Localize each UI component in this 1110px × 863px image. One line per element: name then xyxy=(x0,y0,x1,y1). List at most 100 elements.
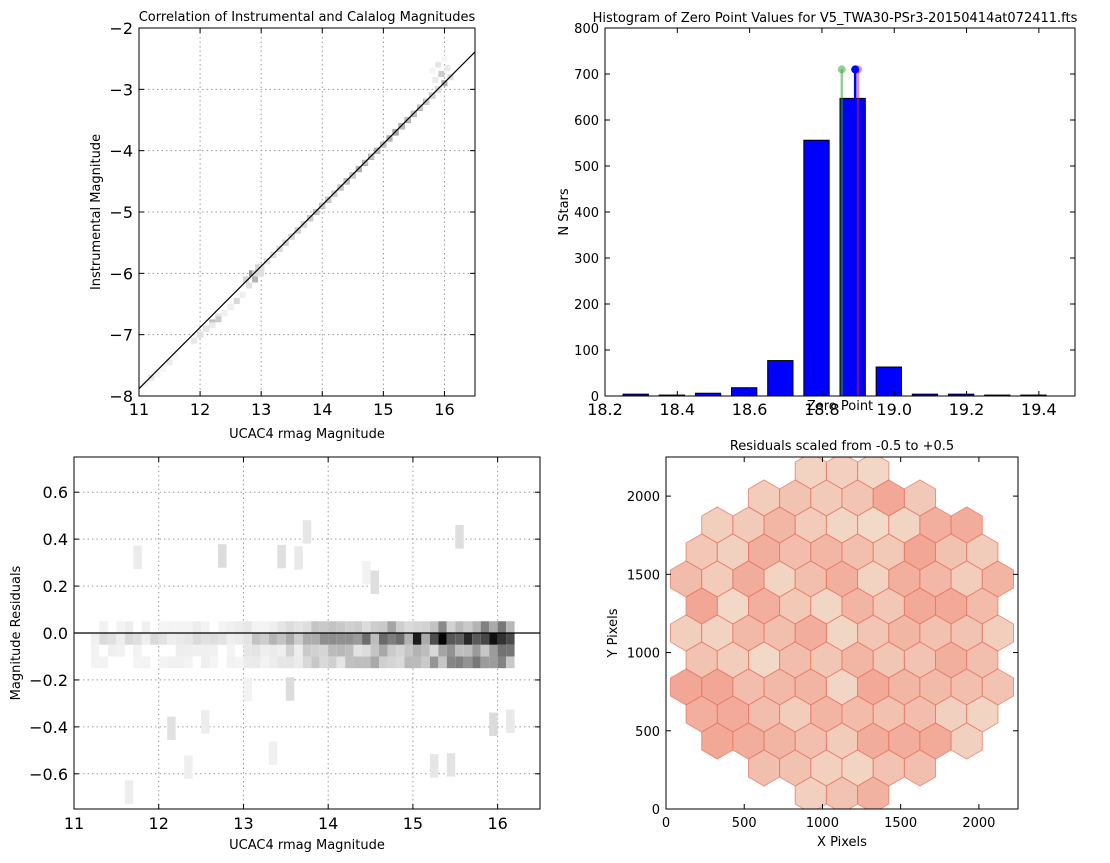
density-cell xyxy=(472,656,481,669)
density-cell xyxy=(99,656,108,669)
density-cell xyxy=(497,656,507,669)
histogram-xlabel: Zero Point xyxy=(807,399,873,414)
density-cell xyxy=(172,353,179,360)
density-cell xyxy=(319,202,326,209)
density-cell xyxy=(313,208,320,215)
correlation-xlabel: UCAC4 rmag Magnitude xyxy=(229,427,385,442)
density-cell xyxy=(227,303,234,310)
density-cell xyxy=(429,633,439,645)
correlation-title: Correlation of Instrumental and Calalog … xyxy=(139,10,476,25)
y-tick-label: 600 xyxy=(574,114,599,129)
histogram-bar xyxy=(875,366,902,397)
density-cell xyxy=(353,656,363,669)
density-cell xyxy=(268,741,278,765)
y-tick-label: −0.6 xyxy=(29,765,68,784)
density-cell xyxy=(311,644,320,657)
density-cell xyxy=(489,621,498,633)
density-cell xyxy=(150,633,159,645)
density-cell xyxy=(463,633,473,645)
density-cell xyxy=(116,644,125,657)
density-cell xyxy=(175,644,185,657)
density-cell xyxy=(362,644,371,657)
density-cell xyxy=(251,656,261,669)
density-cell xyxy=(124,780,134,804)
y-tick-label: −2 xyxy=(109,19,133,38)
density-cell xyxy=(233,297,240,304)
density-cell xyxy=(260,656,269,669)
density-cell xyxy=(506,656,515,669)
density-cell xyxy=(387,644,396,657)
density-cell xyxy=(258,270,265,277)
density-cell xyxy=(370,621,380,633)
density-cell xyxy=(353,621,363,633)
density-cell xyxy=(99,621,108,633)
density-cell xyxy=(370,570,380,594)
density-cell xyxy=(268,644,278,657)
density-cell xyxy=(133,545,142,569)
density-cell xyxy=(506,644,515,657)
density-cell xyxy=(302,656,312,669)
y-tick-label: 500 xyxy=(574,160,599,175)
y-tick-label: 0 xyxy=(591,390,599,405)
density-cell xyxy=(497,633,507,645)
correlation-ylabel: Instrumental Magnitude xyxy=(89,134,104,290)
density-cell xyxy=(336,633,346,645)
density-cell xyxy=(201,656,210,669)
density-cell xyxy=(221,310,228,317)
density-cell xyxy=(234,621,244,633)
density-cell xyxy=(497,644,507,657)
density-cell xyxy=(421,633,430,645)
density-cell xyxy=(370,644,380,657)
x-tick-label: 15 xyxy=(373,400,393,419)
density-cell xyxy=(282,239,289,246)
x-tick-label: 18.8 xyxy=(804,400,840,419)
histogram-bar xyxy=(767,360,794,397)
density-cell xyxy=(302,633,312,645)
density-cell xyxy=(215,316,222,323)
density-cell xyxy=(441,55,448,62)
density-cell xyxy=(288,233,295,240)
density-cell xyxy=(90,633,100,645)
density-cell xyxy=(158,633,168,645)
density-cell xyxy=(268,621,278,633)
x-tick-label: 1000 xyxy=(806,816,839,831)
density-cell xyxy=(277,544,286,569)
density-cell xyxy=(260,621,269,633)
density-cell xyxy=(243,633,252,645)
x-tick-label: 500 xyxy=(732,816,757,831)
y-tick-label: 700 xyxy=(574,68,599,83)
density-cell xyxy=(167,656,176,669)
density-cell xyxy=(234,633,244,645)
density-cell xyxy=(455,656,464,669)
density-cell xyxy=(270,251,277,258)
y-tick-label: −3 xyxy=(109,80,133,99)
density-cell xyxy=(197,331,204,338)
density-cell xyxy=(133,656,142,669)
density-cell xyxy=(175,621,185,633)
density-cell xyxy=(311,656,320,669)
density-cell xyxy=(277,656,286,669)
density-cell xyxy=(201,644,210,657)
density-cell xyxy=(302,644,312,657)
density-cell xyxy=(412,656,422,669)
y-tick-label: −7 xyxy=(109,326,133,345)
density-cell xyxy=(404,621,413,633)
density-cell xyxy=(429,656,439,669)
density-cell xyxy=(429,621,439,633)
x-tick-label: 11 xyxy=(129,400,149,419)
density-cell xyxy=(480,633,490,645)
density-cell xyxy=(379,633,388,645)
x-tick-label: 12 xyxy=(190,400,210,419)
density-cell xyxy=(435,61,442,68)
density-cell xyxy=(455,621,464,633)
density-cell xyxy=(480,644,490,657)
density-cell xyxy=(226,644,235,657)
density-cell xyxy=(192,644,202,657)
density-cell xyxy=(218,633,227,645)
density-cell xyxy=(497,621,507,633)
density-cell xyxy=(184,755,193,779)
density-cell xyxy=(472,633,481,645)
density-cell xyxy=(395,644,405,657)
density-cell xyxy=(345,656,354,669)
